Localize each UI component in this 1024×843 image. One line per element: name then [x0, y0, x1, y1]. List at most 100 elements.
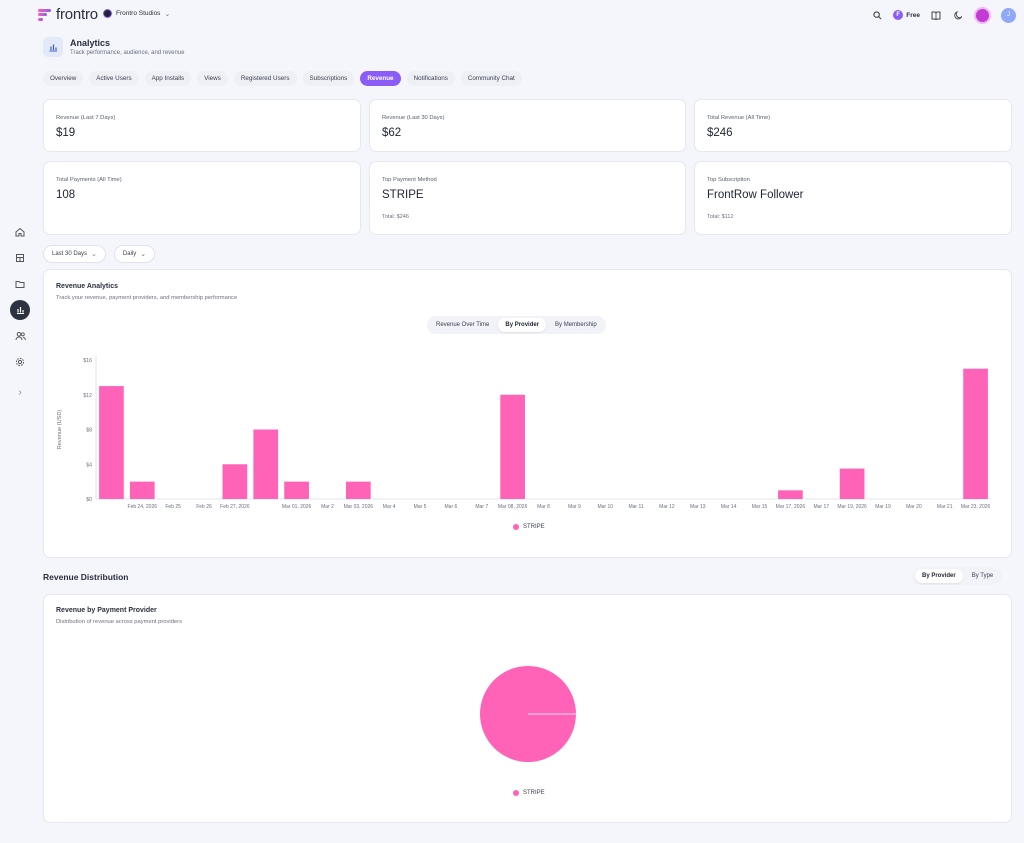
x-tick-label: Mar 01, 2026: [282, 504, 312, 510]
workspace-name: Frontro Studios: [116, 10, 161, 17]
stat-label: Revenue (Last 7 Days): [56, 115, 116, 121]
stat-value: FrontRow Follower: [707, 189, 804, 201]
chart-view-toggle: Revenue Over Time By Provider By Membershi…: [427, 316, 606, 334]
bar[interactable]: [129, 481, 155, 499]
tab-notifications[interactable]: Notifications: [406, 71, 455, 86]
x-tick-label: Mar 17, 2026: [776, 504, 806, 510]
search-icon[interactable]: [871, 9, 883, 21]
legend-label: STRIPE: [523, 524, 545, 530]
creator-avatar[interactable]: [974, 6, 991, 24]
view-by-provider[interactable]: By Provider: [498, 318, 547, 332]
bar[interactable]: [345, 481, 371, 499]
page-header: Analytics Track performance, audience, a…: [43, 37, 185, 57]
users-icon[interactable]: [10, 326, 30, 346]
tab-subscriptions[interactable]: Subscriptions: [302, 71, 355, 86]
x-tick-label: Mar 6: [445, 504, 458, 510]
provider-pie-chart: [480, 666, 576, 762]
bar[interactable]: [99, 386, 124, 499]
bar[interactable]: [500, 394, 525, 499]
x-tick-label: Feb 26: [196, 504, 212, 510]
granularity-select[interactable]: Daily ⌄: [113, 245, 156, 263]
x-tick-label: Mar 12: [659, 504, 675, 510]
analytics-subtitle: Track your revenue, payment providers, a…: [56, 295, 238, 301]
filters: Last 30 Days ⌄ Daily ⌄: [43, 245, 156, 263]
moon-icon[interactable]: [952, 9, 964, 21]
stat-card: Top Payment Method STRIPE Total: $246: [369, 161, 686, 235]
revenue-bar-chart: $0 $4 $8 $12 $16 Revenue (USD) Feb 24, 2026 Feb…: [57, 356, 991, 510]
bar[interactable]: [253, 429, 279, 500]
plan-label: Free: [906, 11, 920, 19]
user-avatar[interactable]: J: [1001, 7, 1016, 23]
x-tick-label: Feb 27, 2026: [220, 504, 250, 510]
x-tick-label: Mar 17: [813, 504, 829, 510]
x-tick-label: Mar 10: [597, 504, 613, 510]
gear-icon[interactable]: [10, 352, 30, 372]
granularity-value: Daily: [122, 251, 137, 257]
tab-active-users[interactable]: Active Users: [89, 71, 139, 86]
stat-card: Top Subscription FrontRow Follower Total: …: [694, 161, 1012, 235]
revenue-analytics-card: Revenue Analytics Track your revenue, pa…: [43, 269, 1012, 558]
date-range-value: Last 30 Days: [52, 251, 88, 257]
bar[interactable]: [284, 481, 309, 499]
layout-icon[interactable]: [10, 248, 30, 268]
stat-label: Revenue (Last 30 Days): [382, 115, 445, 121]
x-tick-label: Mar 03, 2026: [344, 504, 374, 510]
stat-footnote: Total: $112: [707, 214, 734, 220]
tab-revenue[interactable]: Revenue: [360, 71, 401, 86]
chevron-right-icon[interactable]: ›: [18, 386, 22, 398]
page-title: Analytics: [70, 38, 111, 48]
stat-value: $246: [707, 127, 733, 139]
stat-value: STRIPE: [382, 189, 424, 201]
chevron-down-icon: ⌄: [91, 251, 97, 258]
distribution-title: Revenue Distribution: [43, 572, 129, 582]
bar-chart-icon[interactable]: [10, 300, 30, 320]
x-tick-label: Feb 24, 2026: [128, 504, 158, 510]
folder-icon[interactable]: [10, 274, 30, 294]
y-tick-label: $12: [83, 393, 92, 399]
book-icon[interactable]: [930, 9, 942, 21]
x-tick-label: Feb 25: [165, 504, 181, 510]
x-tick-label: Mar 20: [906, 504, 922, 510]
plan-badge[interactable]: F Free: [893, 10, 920, 20]
logo[interactable]: frontro: [38, 6, 98, 23]
stat-value: $19: [56, 127, 76, 139]
bar[interactable]: [778, 490, 803, 499]
x-tick-label: Mar 19, 2026: [837, 504, 867, 510]
tab-views[interactable]: Views: [197, 71, 228, 86]
home-icon[interactable]: [10, 222, 30, 242]
x-tick-label: Mar 15: [752, 504, 768, 510]
sidebar: ›: [8, 222, 32, 402]
bar[interactable]: [222, 464, 248, 499]
tab-overview[interactable]: Overview: [43, 71, 84, 86]
y-tick-label: $16: [83, 358, 92, 364]
x-tick-label: Mar 11: [628, 504, 643, 510]
date-range-select[interactable]: Last 30 Days ⌄: [43, 245, 106, 263]
view-revenue-over-time[interactable]: Revenue Over Time: [436, 322, 490, 328]
distribution-by-provider[interactable]: By Provider: [915, 569, 963, 583]
x-tick-label: Mar 9: [568, 504, 581, 510]
stat-label: Top Payment Method: [382, 177, 437, 183]
distribution-card-title: Revenue by Payment Provider: [56, 607, 157, 614]
view-by-membership[interactable]: By Membership: [555, 322, 597, 328]
tab-community-chat[interactable]: Community Chat: [460, 71, 522, 86]
stat-card: Revenue (Last 30 Days) $62: [369, 99, 686, 152]
bar[interactable]: [963, 368, 988, 499]
distribution-toggle: By Provider By Type: [913, 567, 1003, 585]
bar[interactable]: [839, 468, 865, 499]
tab-bar: Overview Active Users App Installs Views Reg…: [43, 71, 522, 86]
stat-card: Revenue (Last 7 Days) $19: [43, 99, 361, 152]
stat-label: Total Revenue (All Time): [707, 115, 771, 121]
x-tick-label: Mar 14: [721, 504, 737, 510]
distribution-by-type[interactable]: By Type: [971, 573, 994, 579]
stat-value: 108: [56, 189, 76, 201]
tab-registered-users[interactable]: Registered Users: [233, 71, 297, 86]
workspace-switcher[interactable]: Frontro Studios ⌄: [103, 9, 170, 18]
stat-card: Total Payments (All Time) 108: [43, 161, 361, 235]
tab-app-installs[interactable]: App Installs: [144, 71, 192, 86]
x-tick-label: Mar 7: [475, 504, 488, 510]
y-tick-label: $8: [86, 428, 92, 434]
stat-label: Total Payments (All Time): [56, 177, 122, 183]
x-tick-label: Mar 2: [321, 504, 334, 510]
provider-distribution-card: Revenue by Payment Provider Distribution…: [43, 594, 1012, 823]
x-tick-label: Mar 23, 2026: [961, 504, 991, 510]
